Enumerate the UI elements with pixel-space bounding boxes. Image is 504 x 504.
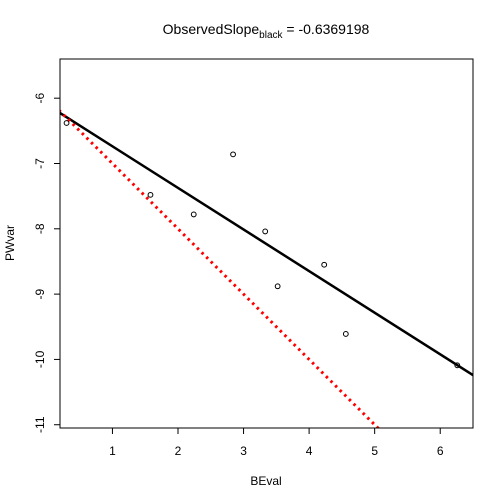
chart-title-main: ObservedSlope — [163, 21, 260, 37]
chart-title: ObservedSlopeblack = -0.6369198 — [163, 21, 370, 41]
y-tick-label: -7 — [33, 158, 47, 169]
black-fit-line — [60, 111, 473, 377]
data-point — [230, 151, 236, 158]
data-point — [274, 283, 281, 290]
data-point — [63, 120, 70, 126]
data-point — [342, 331, 349, 337]
y-tick-label: -11 — [33, 416, 47, 433]
data-point — [262, 228, 269, 235]
chart-title-subscript: black — [259, 30, 283, 41]
plot-frame — [59, 58, 474, 429]
y-tick-label: -8 — [33, 223, 47, 234]
x-tick-label: 2 — [175, 444, 182, 458]
x-axis-label: BEval — [250, 474, 281, 488]
y-tick-label: -9 — [33, 288, 47, 299]
x-tick-label: 4 — [306, 444, 313, 458]
chart-title-value: = -0.6369198 — [283, 21, 370, 37]
data-point — [190, 211, 197, 218]
data-point — [147, 191, 154, 198]
y-tick-label: -10 — [33, 350, 47, 368]
y-axis-label: PWvar — [3, 225, 17, 261]
x-tick-label: 5 — [371, 444, 378, 458]
fit-lines — [60, 109, 473, 428]
x-tick-label: 6 — [437, 444, 444, 458]
y-axis: -11 -10 -9 -8 -7 -6 — [33, 93, 60, 433]
x-axis: 1 2 3 4 5 6 — [109, 428, 444, 458]
x-tick-label: 3 — [240, 444, 247, 458]
data-point — [454, 362, 461, 369]
data-point — [321, 261, 328, 268]
y-tick-label: -6 — [33, 93, 47, 104]
data-points — [63, 120, 461, 369]
red-fit-line — [60, 109, 381, 428]
x-tick-label: 1 — [109, 444, 116, 458]
